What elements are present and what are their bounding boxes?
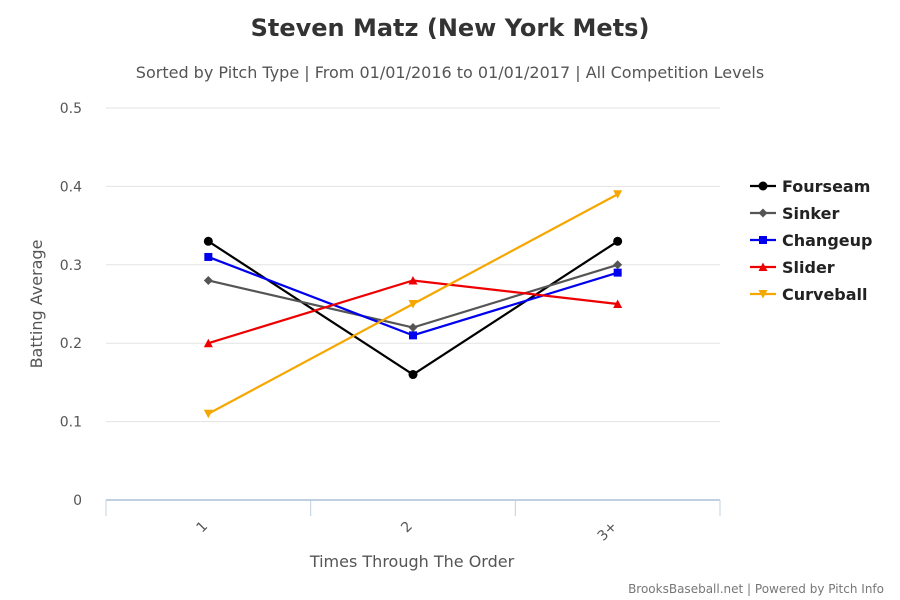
legend-item-changeup[interactable]: Changeup [750, 231, 872, 250]
series-layer [203, 190, 623, 419]
y-tick-label: 0.2 [60, 336, 82, 352]
point-sinker[interactable] [408, 323, 418, 333]
y-tick-label: 0.3 [60, 258, 82, 274]
series-sinker [203, 260, 623, 333]
chart-title: Steven Matz (New York Mets) [251, 14, 650, 42]
y-tick-label: 0.4 [60, 179, 82, 195]
x-tick-label: 3+ [595, 519, 621, 545]
legend-marker [758, 208, 768, 218]
legend-label: Sinker [782, 204, 839, 223]
point-fourseam[interactable] [613, 236, 623, 246]
point-sinker[interactable] [613, 260, 623, 270]
legend-label: Curveball [782, 285, 868, 304]
y-tick-label: 0.5 [60, 101, 82, 117]
series-changeup [204, 252, 622, 340]
series-slider [203, 275, 623, 348]
y-axis-ticks: 0 0.1 0.2 0.3 0.4 0.5 [60, 101, 82, 509]
point-sinker[interactable] [203, 275, 213, 285]
legend-label: Slider [782, 258, 835, 277]
legend-label: Fourseam [782, 177, 870, 196]
legend-label: Changeup [782, 231, 872, 250]
x-tick-label: 1 [194, 519, 212, 537]
y-tick-label: 0.1 [60, 415, 82, 431]
x-axis-title: Times Through The Order [309, 552, 515, 571]
point-changeup[interactable] [409, 331, 417, 340]
point-changeup[interactable] [613, 268, 622, 277]
y-tick-label: 0 [73, 493, 82, 509]
point-slider[interactable] [613, 299, 623, 309]
legend-item-fourseam[interactable]: Fourseam [750, 177, 870, 196]
point-slider[interactable] [408, 275, 418, 285]
legend-item-slider[interactable]: Slider [750, 258, 835, 277]
point-curveball[interactable] [613, 190, 623, 199]
x-tick-label: 2 [398, 519, 416, 537]
series-curveball [203, 190, 623, 419]
point-fourseam[interactable] [203, 236, 213, 246]
legend-marker [758, 181, 768, 191]
legend-marker [759, 236, 767, 244]
legend-item-sinker[interactable]: Sinker [750, 204, 839, 223]
legend-marker [758, 262, 768, 271]
point-curveball[interactable] [408, 300, 418, 309]
point-changeup[interactable] [204, 252, 213, 261]
credits[interactable]: BrooksBaseball.net | Powered by Pitch In… [628, 582, 884, 596]
legend: Fourseam Sinker Changeup Slider Curveball [750, 177, 872, 304]
point-fourseam[interactable] [408, 370, 418, 380]
point-slider[interactable] [203, 338, 213, 348]
y-axis-title: Batting Average [27, 240, 46, 369]
x-axis: 1 2 3+ [105, 499, 721, 545]
point-curveball[interactable] [203, 409, 213, 419]
chart-subtitle: Sorted by Pitch Type | From 01/01/2016 t… [136, 63, 764, 82]
legend-item-curveball[interactable]: Curveball [750, 285, 868, 304]
legend-marker [758, 290, 768, 299]
